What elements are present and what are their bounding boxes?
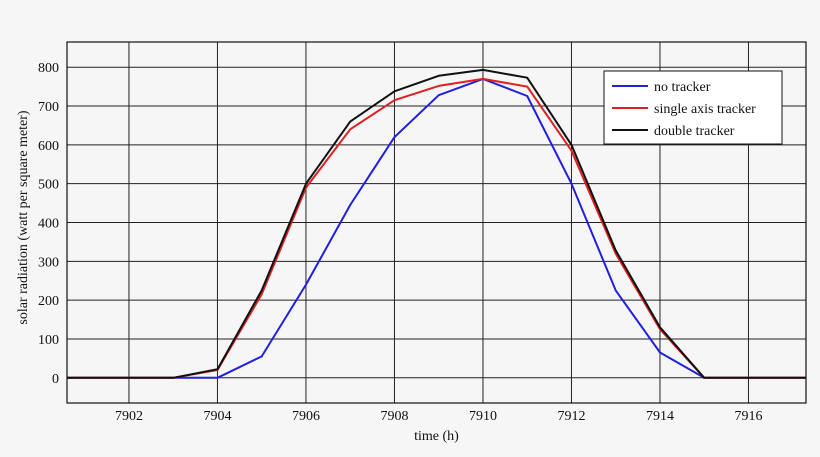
legend-label: no tracker [654, 80, 711, 95]
series-line-3 [67, 68, 806, 379]
plot-frame [66, 41, 807, 404]
y-tick-label: 400 [38, 217, 59, 232]
x-tick-label: 7908 [380, 409, 408, 424]
y-tick-label: 200 [38, 294, 59, 309]
y-tick-label: 500 [38, 178, 59, 193]
y-tick-label: 700 [38, 100, 59, 115]
x-tick-label: 7916 [734, 409, 762, 424]
legend-label: double tracker [654, 124, 735, 139]
x-tick-label: 7912 [557, 409, 585, 424]
x-tick-label: 7910 [469, 409, 497, 424]
y-tick-label: 300 [38, 255, 59, 270]
y-tick-label: 600 [38, 139, 59, 154]
x-tick-label: 7904 [203, 409, 231, 424]
legend: no tracker single axis tracker double trac… [603, 70, 783, 145]
y-ticks: 0 100 200 300 400 500 600 700 800 [38, 61, 59, 387]
x-tick-label: 7902 [115, 409, 143, 424]
x-tick-label: 7906 [292, 409, 320, 424]
series-lines [67, 68, 806, 379]
y-tick-label: 100 [38, 333, 59, 348]
y-axis-label: solar radiation (watt per square meter) [16, 110, 31, 325]
y-tick-label: 800 [38, 61, 59, 76]
y-tick-label: 0 [52, 372, 59, 387]
x-axis-label: time (h) [414, 429, 459, 444]
legend-label: single axis tracker [654, 102, 756, 117]
x-tick-label: 7914 [646, 409, 674, 424]
x-ticks: 7902 7904 7906 7908 7910 7912 7914 7916 [115, 409, 763, 424]
